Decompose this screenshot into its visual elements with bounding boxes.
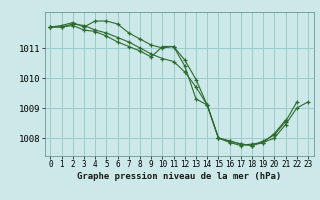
X-axis label: Graphe pression niveau de la mer (hPa): Graphe pression niveau de la mer (hPa) [77,172,281,181]
